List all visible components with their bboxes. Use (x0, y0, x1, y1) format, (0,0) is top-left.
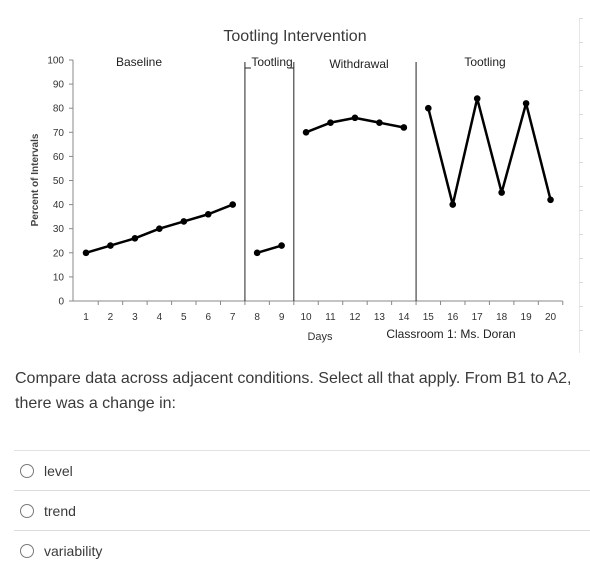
data-point (522, 100, 530, 107)
data-point (180, 218, 188, 225)
chart-subtitle: Classroom 1: Ms. Doran (386, 327, 515, 341)
x-tick-label: 7 (230, 312, 236, 323)
data-point (253, 249, 261, 257)
x-tick-label: 1 (83, 312, 89, 323)
x-tick-label: 2 (108, 312, 114, 323)
y-tick-label: 0 (58, 297, 64, 308)
y-axis-ticks (69, 59, 564, 305)
x-tick-label: 14 (398, 312, 410, 323)
option-trend[interactable]: trend (14, 490, 590, 530)
data-point (547, 196, 554, 204)
x-tick-label: 4 (157, 312, 163, 323)
data-point (156, 225, 163, 232)
data-point (278, 242, 285, 249)
y-tick-label: 90 (53, 80, 65, 91)
x-tick-label: 12 (349, 312, 361, 323)
x-tick-label: 15 (423, 312, 435, 323)
data-point (425, 104, 432, 112)
data-point (376, 119, 383, 126)
y-tick-label: 40 (53, 200, 65, 211)
chart-title: Tootling Intervention (223, 28, 366, 45)
option-label: level (44, 462, 73, 479)
data-point (82, 249, 90, 257)
series-line-phase-2 (256, 244, 282, 254)
phase-change-lines (244, 62, 417, 301)
x-tick-label: 8 (254, 312, 260, 323)
x-tick-label: 19 (521, 312, 533, 323)
option-label: variability (44, 542, 103, 559)
y-tick-label: 20 (53, 248, 65, 259)
data-point (400, 124, 408, 131)
y-tick-label: 100 (47, 56, 64, 67)
x-tick-label: 18 (496, 312, 508, 323)
data-point (327, 119, 334, 126)
data-point (473, 95, 481, 102)
radio-button[interactable] (20, 543, 34, 558)
y-axis-label: Percent of Intervals (30, 133, 41, 226)
x-tick-label: 6 (205, 312, 211, 323)
x-tick-label: 16 (447, 312, 459, 323)
answer-options: level trend variability (14, 450, 590, 570)
phase-label-tootling-1: Tootling (251, 55, 292, 69)
x-tick-label: 3 (132, 312, 138, 323)
x-tick-label: 11 (325, 312, 336, 323)
option-variability[interactable]: variability (14, 530, 590, 570)
phase-label-baseline: Baseline (116, 55, 162, 69)
x-tick-label: 13 (374, 312, 386, 323)
question-text: Compare data across adjacent conditions.… (15, 370, 572, 412)
data-point (229, 201, 236, 208)
data-point (107, 242, 114, 249)
x-tick-label: 17 (472, 312, 484, 323)
right-edge-ruler (579, 18, 584, 353)
series-line-phase-4 (427, 97, 552, 206)
option-label: trend (44, 502, 76, 519)
phase-label-withdrawal: Withdrawal (329, 57, 388, 71)
x-axis-label: Days (307, 331, 333, 343)
radio-button[interactable] (20, 463, 34, 478)
data-point (302, 129, 310, 136)
y-tick-label: 10 (53, 272, 65, 283)
phase-label-tootling-2: Tootling (464, 55, 505, 69)
data-point (449, 201, 457, 208)
data-point (351, 114, 359, 122)
y-tick-label: 30 (53, 224, 65, 235)
y-tick-label: 50 (53, 176, 65, 187)
data-point (131, 235, 139, 242)
option-level[interactable]: level (14, 450, 590, 490)
x-tick-label: 9 (279, 312, 285, 323)
y-tick-label: 70 (53, 128, 65, 139)
x-tick-label: 10 (300, 312, 312, 323)
data-point (498, 189, 505, 196)
x-tick-label: 20 (545, 312, 557, 323)
data-series (82, 95, 554, 257)
y-tick-label: 60 (53, 152, 65, 163)
y-tick-label: 80 (53, 104, 65, 115)
x-tick-label: 5 (181, 312, 187, 323)
radio-button[interactable] (20, 503, 34, 518)
data-point (204, 210, 212, 218)
